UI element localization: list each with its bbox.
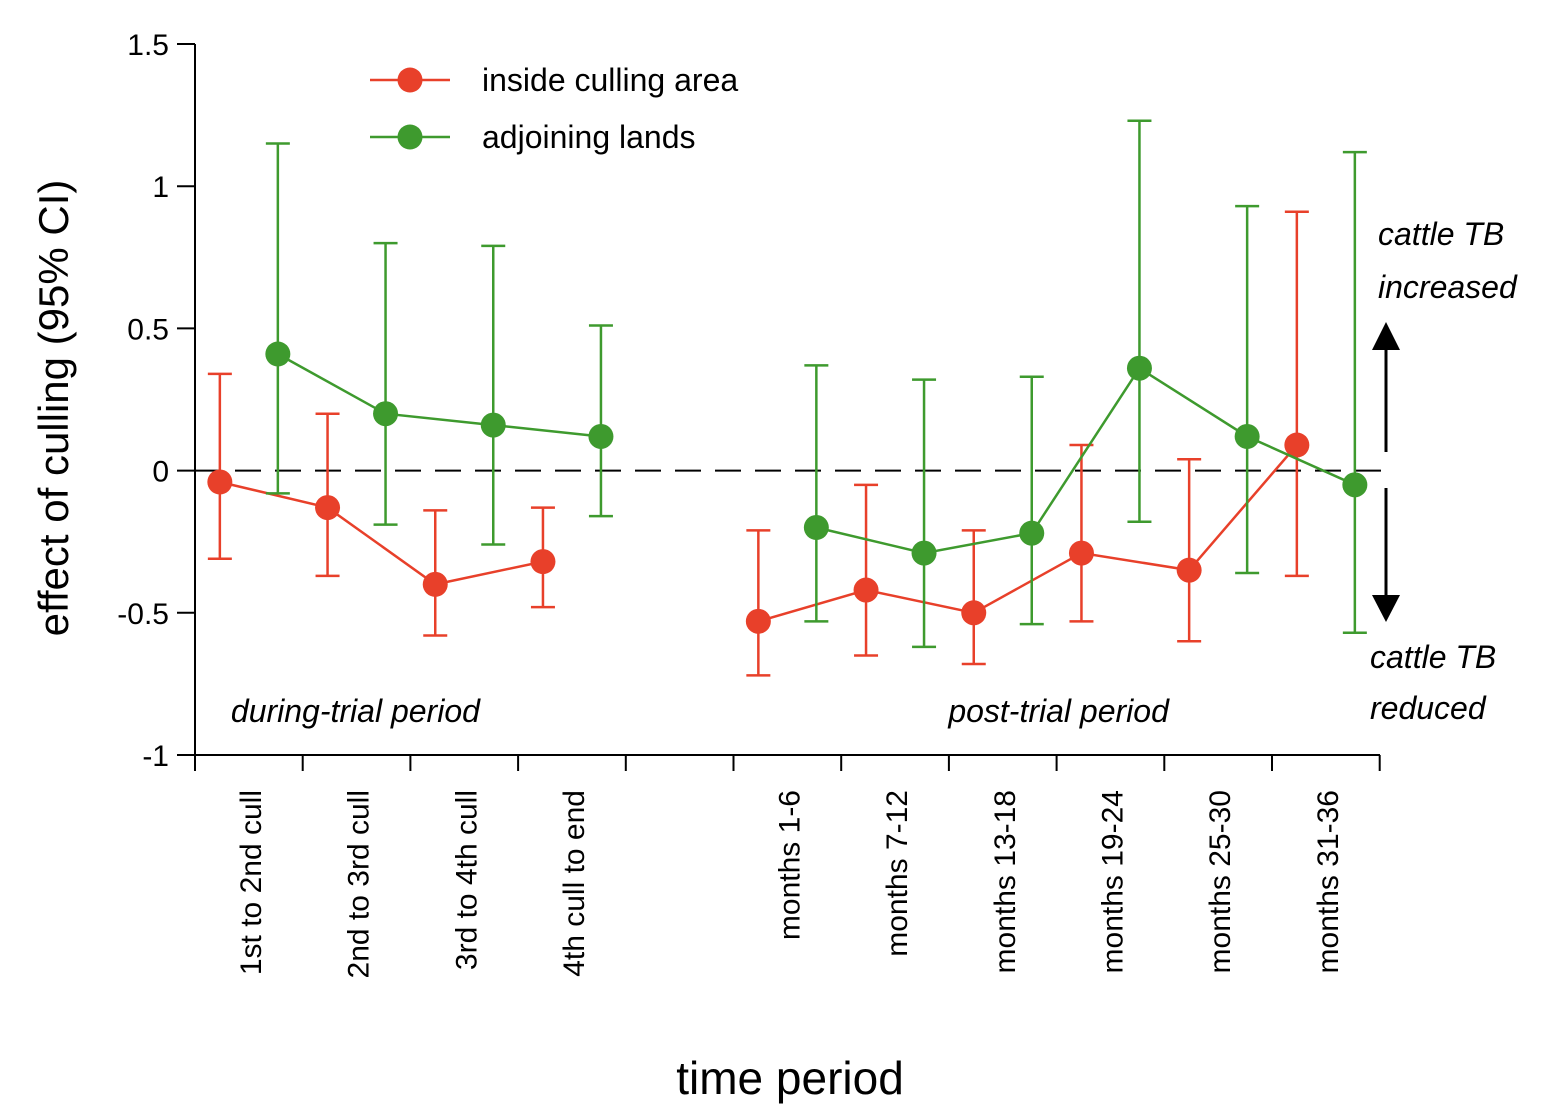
x-category-label: months 7-12 [881,790,914,957]
series-line [758,444,1298,623]
data-point [803,514,829,540]
x-category-label: months 1-6 [773,790,806,940]
data-point [422,571,448,597]
x-axis-title: time period [676,1052,904,1104]
y-tick-label: 1 [152,171,169,204]
notes: during-trial period post-trial period catt… [231,216,1518,729]
y-tick-label: 1.5 [127,29,169,62]
legend-marker [397,67,423,93]
x-category-label: months 13-18 [989,790,1022,973]
data-point [961,600,987,626]
legend-marker [397,124,423,150]
y-tick-label: -1 [142,740,169,773]
data-point [911,540,937,566]
marks [207,119,1368,677]
x-category-label: 1st to 2nd cull [235,790,268,975]
annotation-increased-line1: cattle TB [1378,216,1504,252]
x-category-label: 2nd to 3rd cull [343,790,376,978]
data-point [588,423,614,449]
annotation-increased-line2: increased [1378,269,1518,305]
group-label: post-trial period [947,693,1170,729]
data-point [1284,432,1310,458]
data-point [373,401,399,427]
annotation-reduced-line2: reduced [1370,690,1487,726]
data-point [265,341,291,367]
data-point [1176,557,1202,583]
x-category-label: 3rd to 4th cull [450,790,483,970]
legend-label: adjoining lands [482,119,696,155]
data-point [1234,423,1260,449]
data-point [853,577,879,603]
data-point [745,608,771,634]
y-axis-title: effect of culling (95% CI) [30,180,77,637]
y-tick-label: 0 [152,456,169,489]
data-point [315,495,341,521]
data-point [1068,540,1094,566]
legend-label: inside culling area [482,62,738,98]
axes: 1.5 1 0.5 0 -0.5 -1 1st to 2nd cull 2nd to 3rd … [30,29,1390,1104]
data-point [1342,472,1368,498]
group-label: during-trial period [231,693,481,729]
data-point [207,469,233,495]
data-point [530,549,556,575]
series-line [219,480,544,586]
data-point [1126,355,1152,381]
series-0 [207,210,1310,677]
data-point [480,412,506,438]
x-category-label: 4th cull to end [558,790,591,977]
series-1 [265,119,1368,649]
reduce-arrow-head [1372,595,1400,622]
increase-arrow-head [1372,322,1400,350]
x-category-label: months 25-30 [1204,790,1237,973]
data-point [1019,520,1045,546]
x-category-label: months 31-36 [1312,790,1345,973]
series-line [816,366,1356,555]
y-tick-label: 0.5 [127,313,169,346]
series-line [277,352,602,438]
x-category-label: months 19-24 [1096,790,1129,973]
annotation-reduced-line1: cattle TB [1370,639,1496,675]
y-tick-label: -0.5 [117,598,169,631]
legend: inside culling area adjoining lands [370,62,738,155]
